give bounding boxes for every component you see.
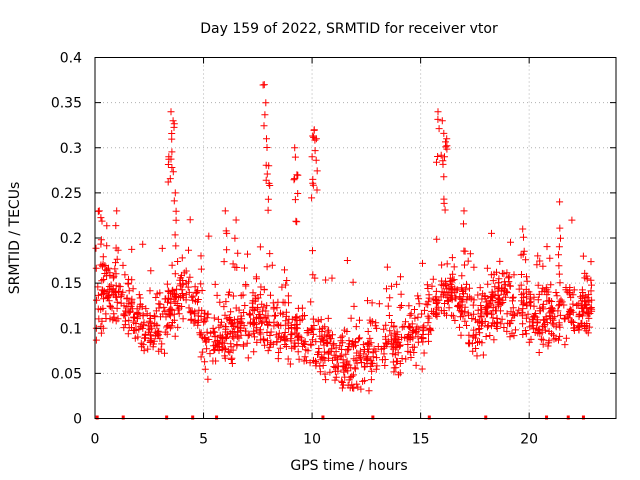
y-tick-label: 0.1 — [60, 321, 82, 337]
y-tick-label: 0.2 — [60, 231, 82, 247]
y-tick-label: 0.25 — [51, 186, 82, 202]
y-axis-label: SRMTID / TECUs — [7, 182, 23, 295]
x-tick-label: 10 — [303, 432, 321, 448]
y-tick-label: 0.35 — [51, 96, 82, 112]
y-tick-label: 0.3 — [60, 141, 82, 157]
axis-ticks — [94, 57, 616, 419]
y-axis-tick-labels: 0 0.05 0.1 0.15 0.2 0.25 0.3 0.35 0.4 — [51, 51, 82, 428]
x-tick-label: 15 — [412, 432, 430, 448]
y-tick-label: 0.15 — [51, 276, 82, 292]
x-tick-label: 20 — [520, 432, 538, 448]
x-axis-label: GPS time / hours — [290, 458, 407, 474]
x-tick-label: 0 — [91, 432, 100, 448]
x-axis-tick-labels: 0 5 10 15 20 — [91, 432, 539, 448]
grid — [95, 57, 616, 419]
data-points — [92, 81, 596, 395]
y-tick-label: 0 — [73, 412, 82, 428]
y-tick-label: 0.4 — [60, 51, 82, 67]
x-tick-label: 5 — [199, 432, 208, 448]
data-point-markers — [92, 81, 596, 395]
y-tick-label: 0.05 — [51, 366, 82, 382]
chart-title: Day 159 of 2022, SRMTID for receiver vto… — [200, 21, 498, 37]
